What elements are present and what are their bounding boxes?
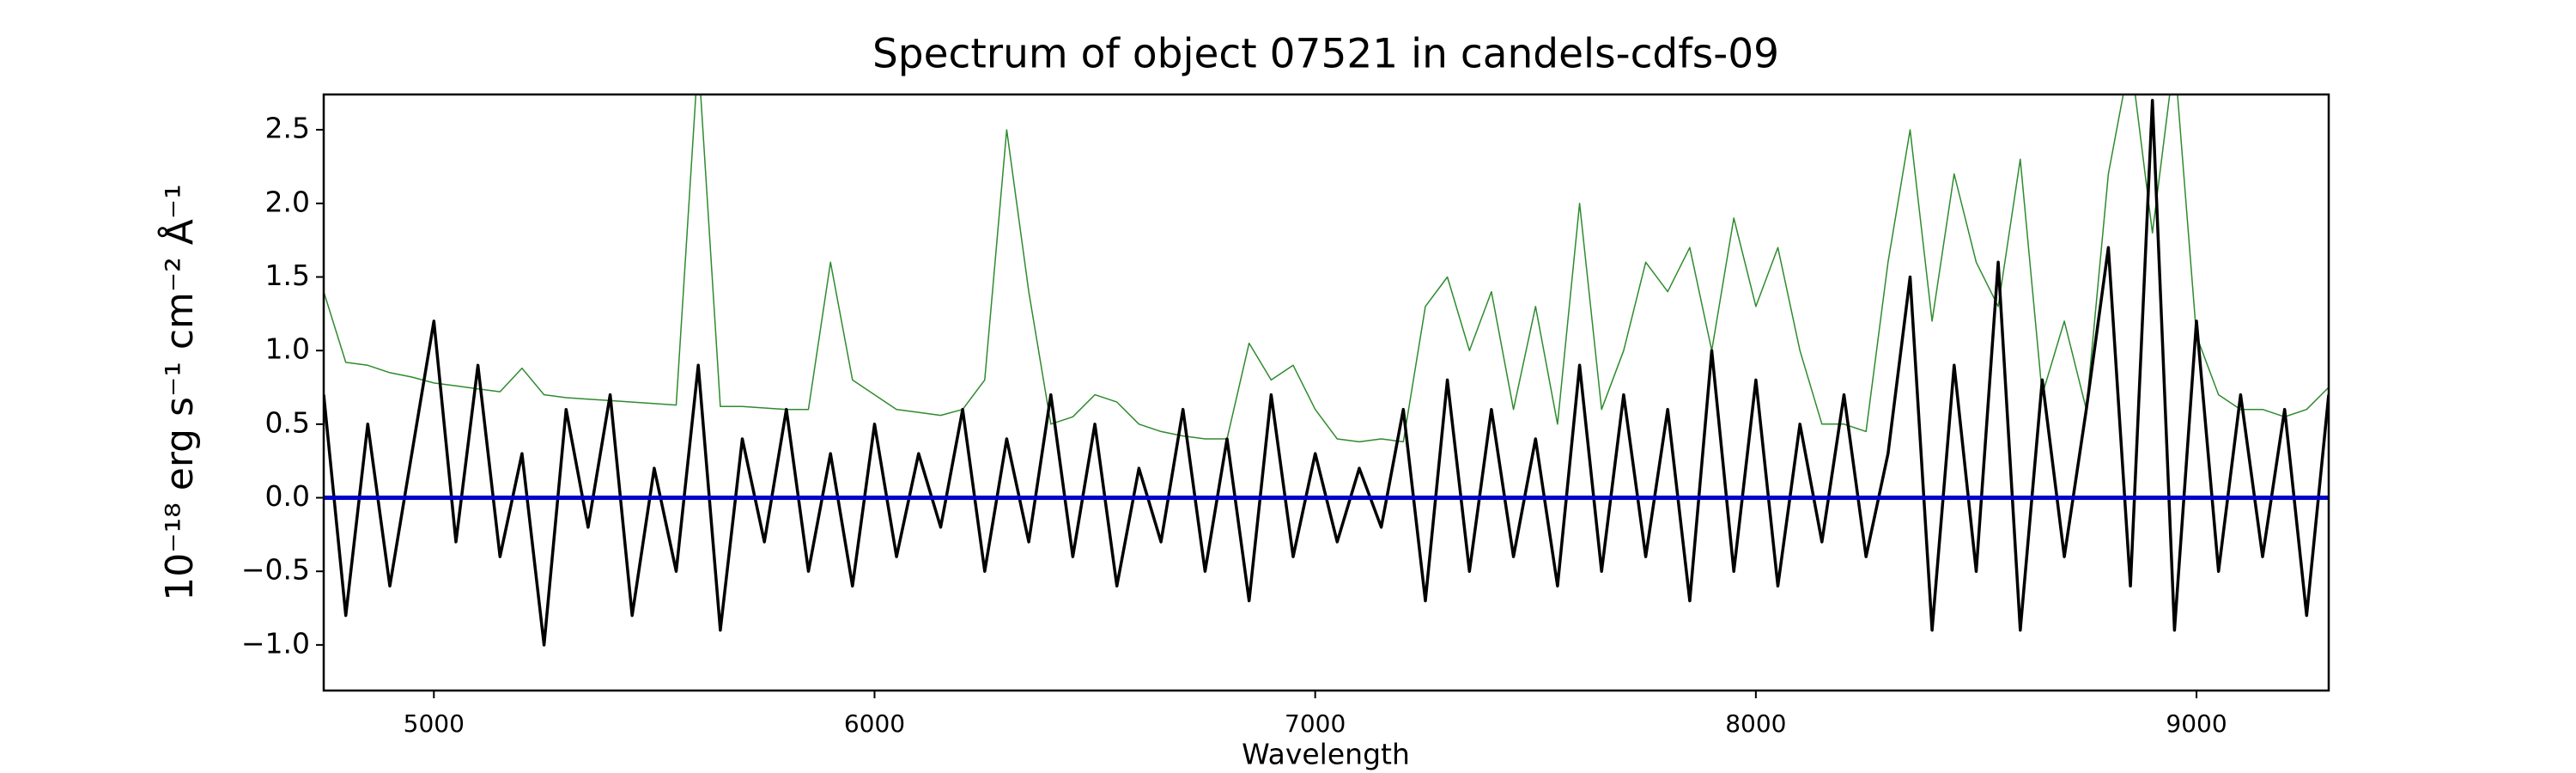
x-tick-label: 6000 [844, 709, 905, 738]
spectrum-line [324, 94, 2329, 443]
y-tick-label: 2.5 [265, 112, 310, 145]
spectrum-line [324, 99, 2329, 647]
y-tick-label: 0.0 [265, 479, 310, 513]
x-tick-label: 9000 [2166, 709, 2227, 738]
chart-title: Spectrum of object 07521 in candels-cdfs… [872, 31, 1779, 78]
x-tick-label: 8000 [1725, 709, 1786, 738]
y-tick-label: 2.0 [265, 185, 310, 218]
y-tick-label: 1.0 [265, 332, 310, 366]
y-axis-label: 10⁻¹⁸ erg s⁻¹ cm⁻² Å⁻¹ [156, 184, 202, 600]
y-tick-label: −1.0 [241, 626, 310, 660]
y-tick-label: 1.5 [265, 259, 310, 292]
y-tick-label: −0.5 [241, 553, 310, 587]
x-tick-label: 7000 [1285, 709, 1346, 738]
plot-frame [322, 93, 2330, 692]
x-tick-label: 5000 [404, 709, 465, 738]
plot-area [324, 94, 2329, 647]
x-axis-label: Wavelength [1242, 738, 1410, 771]
y-tick-label: 0.5 [265, 405, 310, 439]
